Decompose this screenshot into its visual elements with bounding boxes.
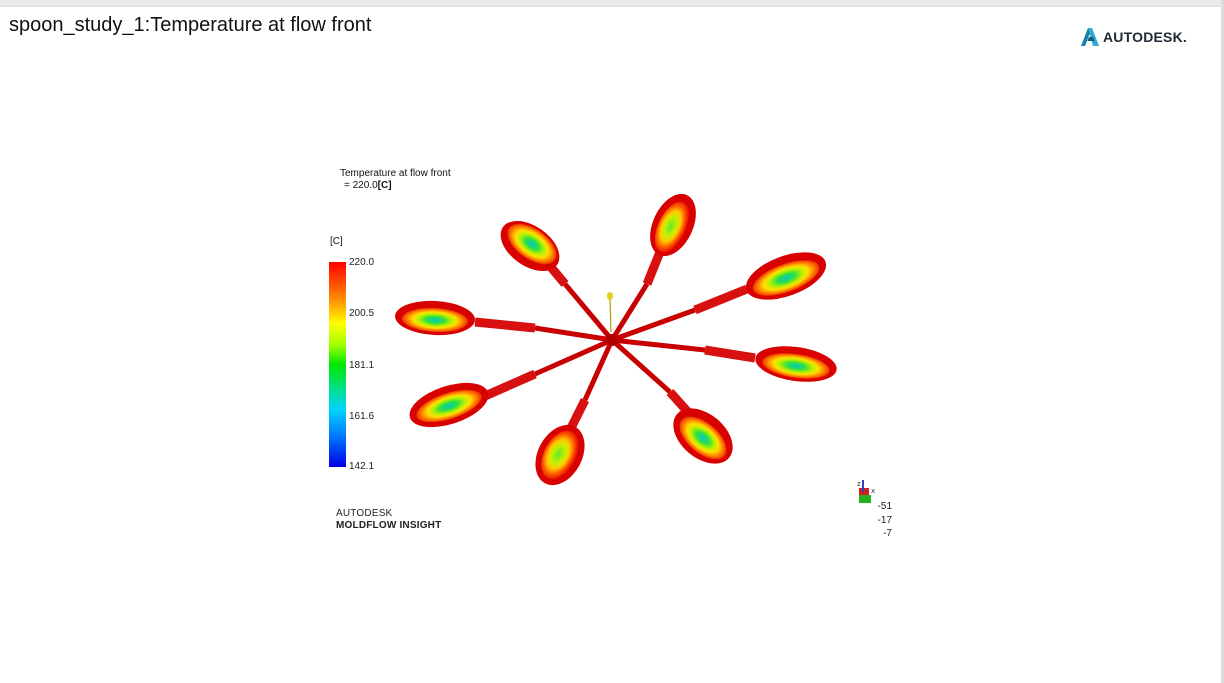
autodesk-wordmark: AUTODESK. (1103, 29, 1187, 45)
moldflow-logo: AUTODESK MOLDFLOW INSIGHT (336, 508, 441, 532)
triad-coord-y: -17 (877, 515, 892, 526)
window-top-edge (0, 0, 1224, 7)
window-right-edge (1221, 0, 1224, 683)
legend-tick: 181.1 (349, 360, 375, 371)
moldflow-logo-line1: AUTODESK (336, 508, 393, 519)
autodesk-a-logo-icon (1081, 28, 1099, 46)
autodesk-brand: AUTODESK. (1081, 27, 1187, 47)
legend-tick-max: 220.0 (349, 257, 375, 268)
result-name: Temperature at flow front (340, 168, 451, 179)
legend-unit: [C] (330, 236, 343, 247)
legend-tick-min: 142.1 (349, 461, 375, 472)
runner-system (474, 245, 756, 433)
mold-model-render[interactable] (385, 192, 855, 492)
svg-text:z: z (857, 480, 861, 488)
moldflow-logo-line2: MOLDFLOW INSIGHT (336, 520, 442, 531)
spoon-cavities (395, 193, 837, 486)
result-label: Temperature at flow front = 220.0 [C] (340, 168, 451, 192)
result-unit: [C] (377, 180, 392, 191)
triad-coord-z: -7 (883, 528, 892, 539)
color-legend-bar (329, 262, 346, 467)
legend-tick: 200.5 (349, 308, 375, 319)
sprue-gate (607, 292, 613, 333)
triad-coord-x: -51 (877, 501, 892, 512)
svg-text:x: x (871, 487, 875, 495)
legend-tick: 161.6 (349, 411, 375, 422)
study-title: spoon_study_1:Temperature at flow front (9, 14, 372, 36)
result-value: = 220.0 (344, 180, 378, 191)
axis-triad-icon[interactable]: z x (855, 478, 895, 508)
